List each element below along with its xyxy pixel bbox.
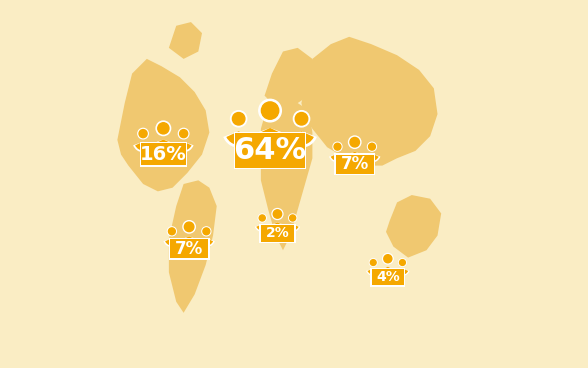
Wedge shape	[269, 222, 286, 231]
FancyBboxPatch shape	[259, 223, 296, 243]
Wedge shape	[267, 222, 288, 233]
FancyBboxPatch shape	[260, 225, 294, 242]
Circle shape	[262, 102, 279, 119]
Circle shape	[295, 113, 308, 125]
Wedge shape	[343, 152, 366, 164]
Wedge shape	[397, 268, 408, 275]
Circle shape	[369, 143, 375, 150]
Circle shape	[185, 222, 194, 231]
Polygon shape	[302, 37, 437, 166]
Circle shape	[258, 214, 266, 222]
Circle shape	[203, 228, 210, 235]
Wedge shape	[249, 128, 292, 151]
Circle shape	[369, 259, 377, 266]
FancyBboxPatch shape	[170, 239, 208, 258]
Circle shape	[334, 143, 341, 150]
FancyBboxPatch shape	[234, 132, 306, 170]
Circle shape	[384, 255, 392, 263]
Wedge shape	[178, 236, 201, 249]
FancyBboxPatch shape	[370, 268, 405, 287]
Wedge shape	[180, 236, 199, 247]
Wedge shape	[289, 131, 314, 145]
Circle shape	[179, 130, 188, 138]
Circle shape	[370, 260, 376, 265]
Circle shape	[168, 227, 176, 236]
Circle shape	[289, 214, 296, 222]
Wedge shape	[198, 238, 215, 247]
Circle shape	[272, 209, 283, 219]
Circle shape	[333, 142, 342, 151]
Wedge shape	[133, 142, 153, 152]
Wedge shape	[135, 142, 151, 151]
Polygon shape	[419, 103, 430, 121]
Circle shape	[178, 128, 189, 139]
Wedge shape	[287, 224, 299, 231]
Wedge shape	[329, 153, 346, 163]
Wedge shape	[199, 238, 213, 245]
Circle shape	[350, 137, 359, 147]
Circle shape	[139, 130, 147, 138]
Polygon shape	[118, 59, 209, 191]
Polygon shape	[261, 103, 312, 250]
Wedge shape	[149, 139, 177, 154]
Circle shape	[349, 136, 361, 148]
Wedge shape	[365, 153, 379, 161]
Wedge shape	[380, 267, 396, 276]
Wedge shape	[286, 131, 317, 148]
Text: 64%: 64%	[233, 136, 307, 165]
Polygon shape	[265, 48, 316, 107]
FancyBboxPatch shape	[372, 269, 404, 286]
Circle shape	[202, 227, 211, 236]
Wedge shape	[366, 268, 380, 276]
Circle shape	[399, 259, 406, 266]
Wedge shape	[165, 238, 179, 245]
Wedge shape	[176, 142, 192, 151]
FancyBboxPatch shape	[334, 153, 375, 175]
Wedge shape	[253, 128, 287, 147]
Circle shape	[168, 228, 175, 235]
Wedge shape	[255, 224, 270, 232]
Circle shape	[293, 111, 310, 127]
FancyBboxPatch shape	[336, 155, 374, 174]
Wedge shape	[368, 268, 379, 275]
Wedge shape	[285, 224, 300, 232]
Text: 16%: 16%	[140, 145, 187, 164]
Polygon shape	[169, 180, 217, 313]
Wedge shape	[152, 139, 175, 152]
Wedge shape	[163, 238, 181, 247]
Text: 7%: 7%	[175, 240, 203, 258]
Wedge shape	[173, 142, 193, 152]
Circle shape	[290, 215, 296, 221]
Circle shape	[273, 210, 282, 218]
Circle shape	[183, 221, 195, 233]
Circle shape	[259, 99, 281, 122]
Circle shape	[383, 254, 393, 264]
Circle shape	[259, 215, 265, 221]
Circle shape	[368, 142, 376, 151]
Circle shape	[138, 128, 148, 139]
Circle shape	[230, 111, 247, 127]
Circle shape	[232, 113, 245, 125]
FancyBboxPatch shape	[169, 238, 209, 260]
Wedge shape	[363, 153, 380, 163]
Wedge shape	[223, 131, 254, 148]
Text: 7%: 7%	[340, 155, 369, 173]
Wedge shape	[378, 267, 397, 277]
FancyBboxPatch shape	[235, 133, 305, 168]
Wedge shape	[330, 153, 344, 161]
FancyBboxPatch shape	[139, 142, 187, 167]
Wedge shape	[256, 224, 268, 231]
Text: 2%: 2%	[266, 226, 289, 240]
Wedge shape	[345, 152, 364, 162]
Polygon shape	[169, 22, 202, 59]
Text: 4%: 4%	[376, 270, 400, 284]
Circle shape	[156, 121, 171, 135]
Wedge shape	[226, 131, 251, 145]
FancyBboxPatch shape	[141, 143, 186, 165]
Circle shape	[158, 123, 169, 134]
Circle shape	[399, 260, 405, 265]
Wedge shape	[395, 268, 410, 276]
Polygon shape	[386, 195, 441, 258]
